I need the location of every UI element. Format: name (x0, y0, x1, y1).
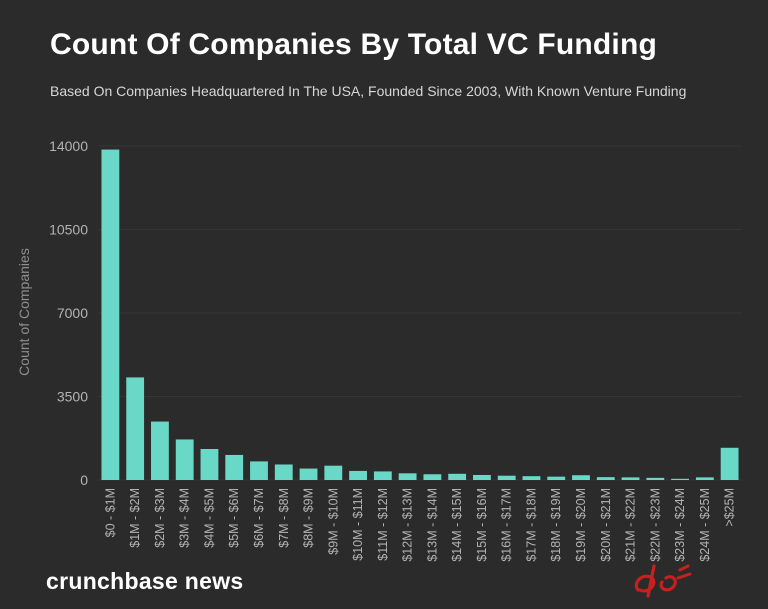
bar (349, 470, 367, 480)
x-tick-label: $7M - $8M (277, 488, 291, 548)
bar (671, 478, 689, 480)
bar (473, 474, 491, 480)
chart-subtitle: Based On Companies Headquartered In The … (50, 83, 687, 99)
bar (448, 473, 467, 480)
bar (522, 476, 541, 480)
x-tick-label: $17M - $18M (524, 488, 538, 562)
x-tick-label: $9M - $10M (326, 488, 340, 555)
x-tick-label: $15M - $16M (475, 488, 489, 562)
bar (274, 464, 293, 480)
bars (101, 149, 739, 480)
bar (572, 475, 590, 480)
bar (720, 447, 739, 480)
x-axis-ticks: $0 - $1M $1M - $2M $2M - $3M $3M - $4M $4M -… (103, 488, 736, 562)
bar (695, 477, 714, 480)
bar (621, 477, 640, 480)
x-tick-label: $6M - $7M (252, 488, 266, 548)
x-tick-label: $18M - $19M (549, 488, 563, 562)
y-tick-label: 0 (80, 472, 88, 488)
watermark-logo (634, 564, 692, 598)
x-tick-label: $23M - $24M (673, 488, 687, 562)
bar (373, 471, 392, 480)
gridlines (98, 145, 742, 481)
x-tick-label: $10M - $11M (351, 488, 365, 561)
bar (225, 454, 244, 480)
bar (175, 439, 194, 480)
bar (299, 468, 318, 480)
x-tick-label: $20M - $21M (599, 488, 613, 562)
bar (126, 377, 145, 480)
x-tick-label: $1M - $2M (128, 488, 142, 548)
bar (596, 477, 615, 480)
bar (423, 474, 442, 480)
bar (101, 149, 120, 480)
bar (250, 461, 268, 480)
x-tick-label: >$25M (723, 488, 737, 527)
y-tick-label: 14000 (49, 138, 88, 154)
bar (398, 473, 417, 480)
x-tick-label: $24M - $25M (698, 488, 712, 562)
y-axis-ticks: 0 3500 7000 10500 14000 (49, 138, 88, 488)
x-tick-label: $13M - $14M (425, 488, 439, 562)
chart-title: Count Of Companies By Total VC Funding (50, 28, 658, 61)
x-tick-label: $5M - $6M (227, 488, 241, 548)
x-tick-label: $11M - $12M (376, 488, 390, 561)
x-tick-label: $8M - $9M (302, 488, 316, 548)
brand-logo: crunchbase news (46, 568, 244, 594)
bar (324, 465, 343, 480)
y-axis-label: Count of Companies (16, 248, 32, 376)
x-tick-label: $22M - $23M (648, 488, 662, 562)
x-tick-label: $4M - $5M (202, 488, 216, 548)
x-tick-label: $16M - $17M (500, 488, 514, 562)
y-tick-label: 3500 (57, 389, 88, 405)
bar (200, 448, 219, 480)
x-tick-label: $0 - $1M (103, 488, 117, 537)
x-tick-label: $2M - $3M (153, 488, 167, 548)
x-tick-label: $19M - $20M (574, 488, 588, 562)
bar (547, 476, 566, 480)
x-tick-label: $12M - $13M (401, 488, 415, 562)
bar (151, 421, 169, 480)
y-tick-label: 7000 (57, 305, 88, 321)
x-tick-label: $14M - $15M (450, 488, 464, 562)
bar (497, 475, 516, 480)
bar (646, 477, 665, 480)
y-tick-label: 10500 (49, 222, 88, 238)
x-tick-label: $21M - $22M (624, 488, 638, 562)
x-tick-label: $3M - $4M (178, 488, 192, 548)
